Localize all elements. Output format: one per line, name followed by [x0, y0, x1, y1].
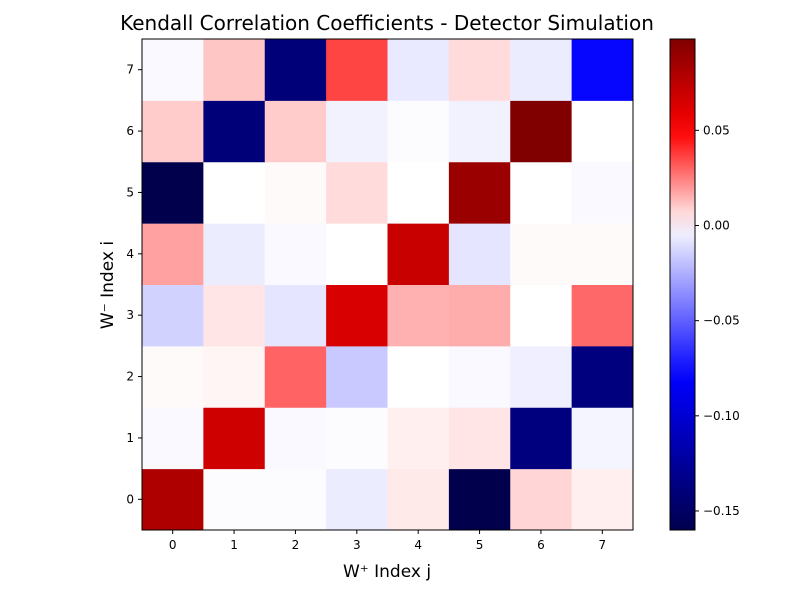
- heatmap-cell: [203, 39, 266, 101]
- heatmap-cell: [387, 468, 450, 531]
- heatmap-cell: [387, 100, 450, 163]
- heatmap-cell: [448, 100, 511, 163]
- colorbar-tick-label: −0.15: [703, 504, 740, 518]
- heatmap-cell: [387, 284, 450, 347]
- heatmap-cell: [387, 407, 450, 470]
- heatmap-cell: [448, 223, 511, 285]
- heatmap-cell: [326, 223, 388, 285]
- x-tick-label: 1: [230, 538, 238, 552]
- x-tick-label: 0: [169, 538, 177, 552]
- heatmap-cell: [510, 161, 573, 224]
- colorbar-tick-label: 0.05: [703, 123, 730, 137]
- heatmap-cell: [264, 39, 327, 101]
- y-tick-label: 3: [126, 308, 134, 322]
- heatmap-cell: [326, 407, 388, 470]
- heatmap-cell: [571, 223, 634, 285]
- x-tick-label: 5: [476, 538, 484, 552]
- heatmap-cell: [264, 161, 327, 224]
- colorbar-ticks: 0.05 0.00 −0.05 −0.10 −0.15: [695, 123, 740, 518]
- heatmap-cell: [142, 161, 204, 224]
- colorbar-tick-label: 0.00: [703, 219, 730, 233]
- heatmap-cell: [448, 161, 511, 224]
- x-axis-label: W⁺ Index j: [343, 562, 431, 582]
- x-tick-label: 6: [537, 538, 545, 552]
- heatmap-cell: [203, 407, 266, 470]
- y-tick-label: 2: [126, 370, 134, 384]
- heatmap-cell: [510, 345, 573, 408]
- heatmap-cell: [264, 345, 327, 408]
- y-axis-ticks: 0 1 2 3 4 5 6 7: [126, 63, 142, 506]
- heatmap-cell: [510, 223, 573, 285]
- y-tick-label: 5: [126, 185, 134, 199]
- heatmap-cell: [510, 284, 573, 347]
- heatmap-cell: [203, 161, 266, 224]
- heatmap-cells: [142, 39, 634, 531]
- heatmap-cell: [571, 100, 634, 163]
- y-tick-label: 7: [126, 63, 134, 77]
- x-tick-label: 4: [414, 538, 422, 552]
- heatmap-cell: [448, 39, 511, 101]
- heatmap-cell: [203, 468, 266, 531]
- heatmap-cell: [510, 100, 573, 163]
- colorbar-tick-label: −0.10: [703, 409, 740, 423]
- colorbar-tick-label: −0.05: [703, 314, 740, 328]
- heatmap-cell: [203, 284, 266, 347]
- heatmap-cell: [142, 407, 204, 470]
- heatmap-cell: [326, 284, 388, 347]
- plot-frame: [141, 38, 634, 531]
- heatmap-cell: [326, 161, 388, 224]
- heatmap-cell: [571, 39, 634, 101]
- y-tick-label: 1: [126, 431, 134, 445]
- heatmap-cell: [448, 284, 511, 347]
- heatmap-cell: [571, 468, 634, 531]
- heatmap-cell: [142, 223, 204, 285]
- x-tick-label: 3: [353, 538, 361, 552]
- heatmap-cell: [326, 468, 388, 531]
- x-tick-label: 2: [292, 538, 300, 552]
- heatmap-cell: [448, 468, 511, 531]
- heatmap-cell: [264, 223, 327, 285]
- heatmap-cell: [326, 39, 388, 101]
- heatmap-cell: [448, 407, 511, 470]
- y-tick-label: 0: [126, 492, 134, 506]
- heatmap-cell: [142, 468, 204, 531]
- heatmap-cell: [142, 100, 204, 163]
- heatmap-cell: [448, 345, 511, 408]
- heatmap-cell: [264, 407, 327, 470]
- x-tick-label: 7: [598, 538, 606, 552]
- heatmap-cell: [510, 407, 573, 470]
- heatmap-cell: [142, 39, 204, 101]
- heatmap-cell: [387, 161, 450, 224]
- heatmap-cell: [203, 345, 266, 408]
- y-tick-label: 4: [126, 247, 134, 261]
- heatmap-cell: [203, 223, 266, 285]
- heatmap-cell: [571, 161, 634, 224]
- x-axis-ticks: 0 1 2 3 4 5 6 7: [169, 530, 606, 552]
- heatmap-cell: [264, 468, 327, 531]
- heatmap-cell: [571, 345, 634, 408]
- heatmap-cell: [264, 100, 327, 163]
- heatmap-cell: [387, 223, 450, 285]
- heatmap-cell: [571, 284, 634, 347]
- heatmap-cell: [142, 345, 204, 408]
- y-axis-label: W⁻ Index i: [98, 241, 118, 329]
- heatmap-cell: [510, 39, 573, 101]
- heatmap-cell: [326, 345, 388, 408]
- heatmap-cell: [142, 284, 204, 347]
- y-tick-label: 6: [126, 124, 134, 138]
- heatmap-cell: [264, 284, 327, 347]
- heatmap-cell: [571, 407, 634, 470]
- heatmap-cell: [387, 39, 450, 101]
- heatmap-cell: [326, 100, 388, 163]
- colorbar: [669, 38, 696, 531]
- heatmap-cell: [203, 100, 266, 163]
- chart-title: Kendall Correlation Coefficients - Detec…: [120, 11, 654, 35]
- heatmap-cell: [510, 468, 573, 531]
- heatmap-cell: [387, 345, 450, 408]
